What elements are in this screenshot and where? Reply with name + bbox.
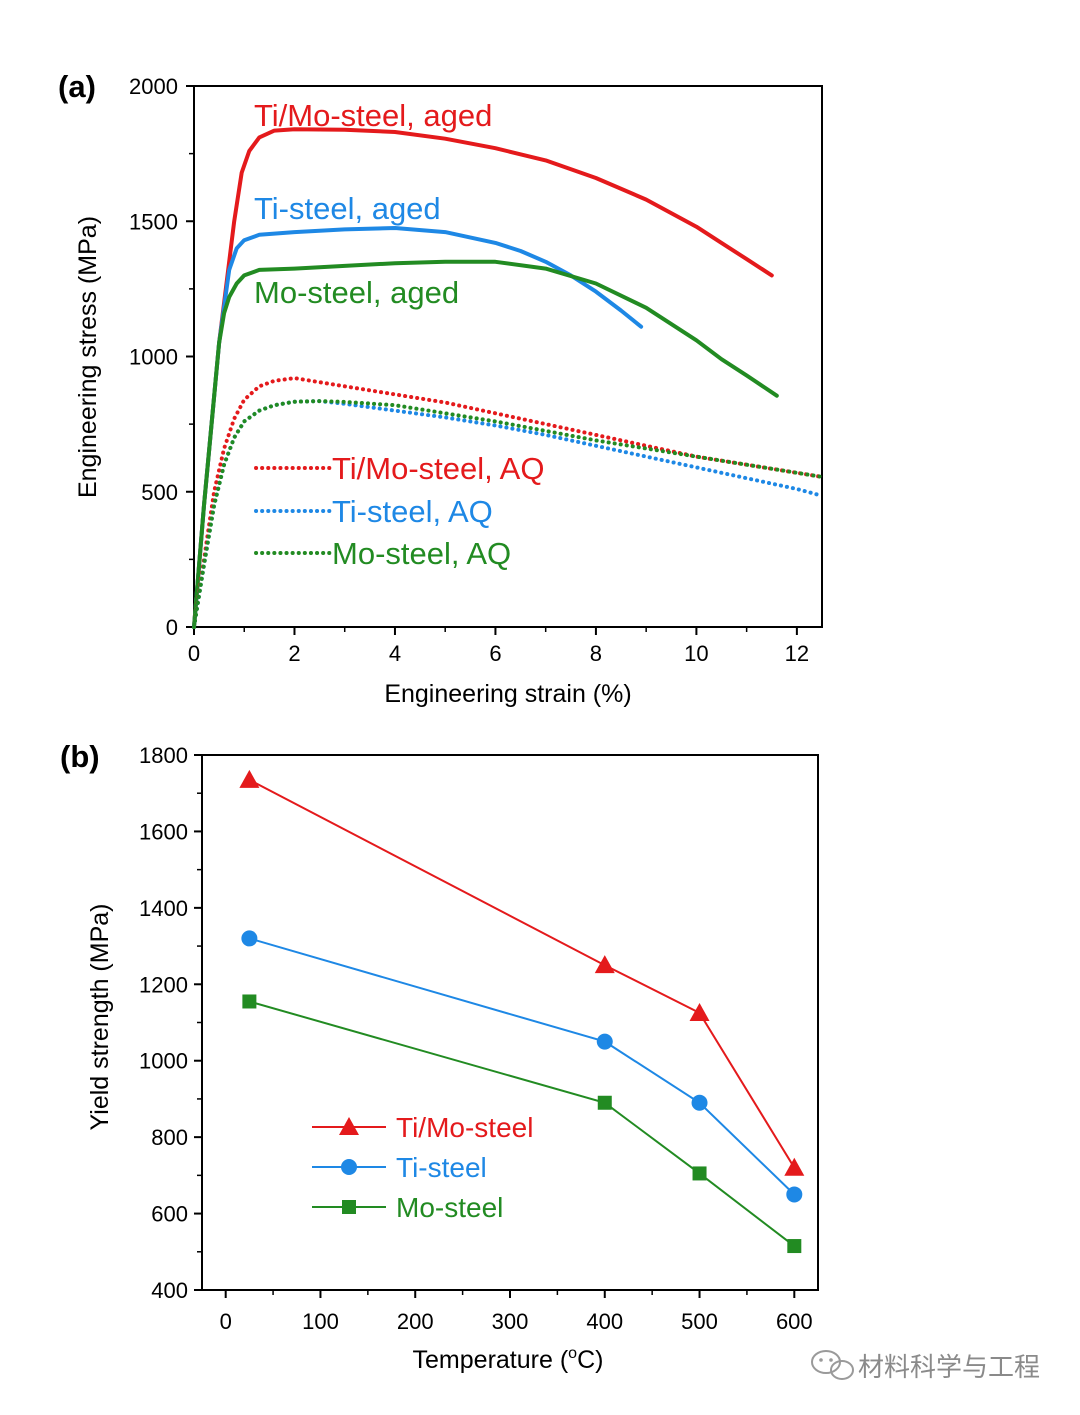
panel-b-y-tick-label: 400 (151, 1278, 188, 1303)
data-point-mo-steel (787, 1239, 802, 1254)
data-point-ti-mo-steel (239, 769, 260, 788)
legend-label-mo-steel: Mo-steel (396, 1192, 503, 1223)
watermark-text: 材料科学与工程 (858, 1352, 1040, 1382)
legend-label-ti-steel-aq: Ti-steel, AQ (332, 494, 493, 529)
legend-marker-ti-mo-steel (339, 1117, 359, 1135)
legend-label-ti-mo-steel: Ti/Mo-steel (396, 1112, 533, 1143)
panel-b-y-tick-label: 1400 (139, 896, 188, 921)
series-line-ti-mo-steel-aged (192, 127, 774, 629)
panel-a-x-tick-label: 2 (288, 641, 300, 666)
data-point-ti-mo-steel (689, 1002, 710, 1021)
panel-a-y-tick-label: 1000 (129, 345, 178, 370)
panel-a-y-axis-title: Engineering stress (MPa) (74, 216, 102, 498)
series-line-ti-steel-aq (192, 399, 824, 629)
legend-label-mo-steel-aq: Mo-steel, AQ (332, 536, 511, 571)
data-point-ti-steel (691, 1094, 708, 1111)
panel-a-y-tick-label: 500 (141, 480, 178, 505)
panel-b-x-axis-degree: o (568, 1345, 577, 1362)
data-point-ti-steel (786, 1186, 803, 1203)
panel-a-x-tick-label: 8 (590, 641, 602, 666)
legend-label-ti-steel: Ti-steel (396, 1152, 487, 1183)
panel-a-y-tick-label: 1500 (129, 209, 178, 234)
panel-a-y-tick-label: 2000 (129, 74, 178, 99)
panel-b-y-tick-label: 1000 (139, 1049, 188, 1074)
panel-b-x-axis-unit: C) (577, 1346, 603, 1374)
series-line-mo-steel-aged (192, 259, 779, 629)
data-point-ti-steel (241, 930, 258, 947)
series-label-ti-mo-steel-aged: Ti/Mo-steel, aged (254, 98, 492, 133)
series-label-mo-steel-aged: Mo-steel, aged (254, 275, 459, 310)
panel-a-x-tick-label: 10 (684, 641, 708, 666)
panel-b-x-axis-title-text: Temperature ( (413, 1346, 569, 1374)
panel-b-x-tick-label: 100 (302, 1309, 339, 1334)
panel-a-x-tick-label: 6 (489, 641, 501, 666)
panel-b-y-axis-title: Yield strength (MPa) (86, 904, 114, 1131)
panel-b-plot-area: 0 100 200 300 400 500 600 400 600 800 1000 1200 1400… (139, 743, 819, 1334)
series-line-mo-steel-aq (192, 399, 824, 629)
data-point-mo-steel (597, 1095, 612, 1110)
panel-b-x-tick-label: 500 (681, 1309, 718, 1334)
data-point-ti-steel (596, 1033, 613, 1050)
panel-b-x-tick-label: 200 (397, 1309, 434, 1334)
data-point-ti-mo-steel (784, 1157, 805, 1176)
panel-a-y-tick-label: 0 (166, 615, 178, 640)
panel-b-x-axis-title: Temperature (oC) (413, 1345, 604, 1374)
legend-label-ti-mo-steel-aq: Ti/Mo-steel, AQ (332, 451, 544, 486)
panel-b-x-tick-label: 400 (586, 1309, 623, 1334)
panel-b-plot-frame (201, 754, 819, 1291)
panel-a-x-axis-title: Engineering strain (%) (384, 680, 631, 708)
panel-b-y-tick-label: 1200 (139, 972, 188, 997)
panel-b-label: (b) (60, 739, 100, 774)
series-label-ti-steel-aged: Ti-steel, aged (254, 191, 441, 226)
panel-a-x-tick-label: 0 (188, 641, 200, 666)
panel-a-plot-area: 0 2 4 6 8 10 12 0 500 1000 1500 2000 Ti/Mo-steel, ag… (129, 74, 824, 666)
panel-b-y-tick-label: 1600 (139, 819, 188, 844)
wechat-icon (811, 1350, 854, 1380)
series-line-mo-steel (249, 1000, 795, 1247)
watermark: 材料科学与工程 (811, 1350, 1040, 1382)
panel-a-x-tick-label: 12 (785, 641, 809, 666)
legend-marker-ti-steel (341, 1159, 357, 1175)
panel-a-x-tick-label: 4 (389, 641, 401, 666)
panel-b-y-tick-label: 1800 (139, 743, 188, 768)
panel-a-label: (a) (58, 69, 96, 104)
panel-b-y-tick-label: 800 (151, 1125, 188, 1150)
series-line-ti-steel (249, 937, 795, 1196)
series-line-ti-mo-steel (248, 778, 796, 1169)
panel-b-y-tick-label: 600 (151, 1202, 188, 1227)
data-point-mo-steel (692, 1166, 707, 1181)
data-point-mo-steel (242, 994, 257, 1009)
series-line-ti-mo-steel-aq (192, 376, 824, 629)
data-point-ti-mo-steel (594, 955, 615, 974)
panel-b-x-tick-label: 300 (492, 1309, 529, 1334)
panel-b-yield-strength-chart: (b) 0 100 200 300 400 500 600 400 600 800 1000 1200… (60, 739, 819, 1374)
legend-marker-mo-steel (342, 1200, 356, 1214)
panel-a-stress-strain-chart: (a) 0 2 4 6 8 10 12 0 500 1000 1500 2000 Ti/Mo-steel… (58, 69, 824, 708)
panel-b-x-tick-label: 0 (220, 1309, 232, 1334)
panel-b-x-tick-label: 600 (776, 1309, 813, 1334)
